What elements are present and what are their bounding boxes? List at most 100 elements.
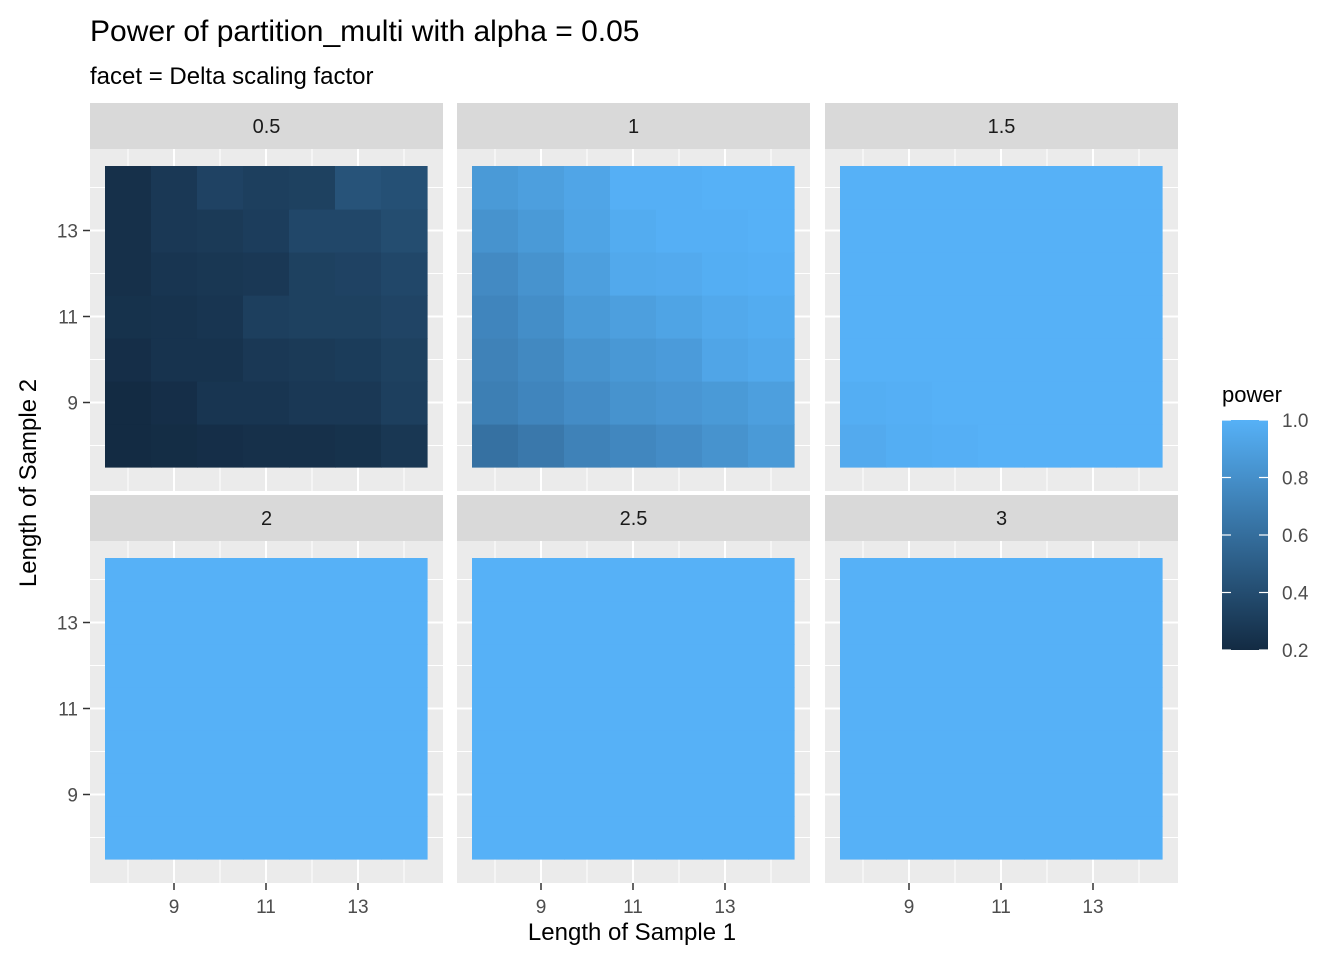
heatmap-cell — [105, 816, 152, 860]
heatmap-cell — [151, 816, 198, 860]
heatmap-cell — [610, 816, 657, 860]
heatmap-cell — [151, 209, 198, 253]
heatmap-cell — [702, 252, 749, 296]
heatmap-cell — [518, 252, 565, 296]
heatmap-cell — [243, 558, 290, 602]
heatmap-cell — [381, 601, 428, 645]
heatmap-cell — [932, 773, 979, 817]
heatmap-cell — [656, 166, 703, 210]
heatmap-cell — [978, 381, 1025, 425]
heatmap-cell — [1024, 252, 1071, 296]
heatmap-cell — [197, 773, 244, 817]
chart-subtitle: facet = Delta scaling factor — [90, 63, 373, 90]
heatmap-cell — [1116, 381, 1163, 425]
heatmap-cell — [289, 558, 336, 602]
heatmap-cell — [932, 816, 979, 860]
heatmap-cell — [656, 730, 703, 774]
heatmap-cell — [886, 644, 933, 688]
heatmap-cell — [1070, 558, 1117, 602]
heatmap-cell — [564, 816, 611, 860]
heatmap-cell — [1116, 166, 1163, 210]
heatmap-cell — [335, 644, 382, 688]
legend-tick-label: 1.0 — [1282, 411, 1308, 432]
facet-panel: 3 9 11 13 — [825, 495, 1178, 918]
heatmap-cell — [1024, 166, 1071, 210]
heatmap-cell — [1024, 338, 1071, 382]
heatmap-cell — [840, 601, 887, 645]
heatmap-cell — [656, 687, 703, 731]
x-tick-label: 13 — [347, 897, 368, 918]
heatmap-cell — [564, 687, 611, 731]
y-tick-label: 9 — [67, 394, 78, 415]
heatmap-cell — [1024, 558, 1071, 602]
heatmap-cell — [243, 252, 290, 296]
heatmap-cell — [335, 773, 382, 817]
heatmap-tiles — [105, 166, 428, 468]
facet-strip — [825, 495, 1178, 541]
heatmap-cell — [702, 295, 749, 339]
heatmap-cell — [840, 558, 887, 602]
heatmap-cell — [1024, 687, 1071, 731]
heatmap-cell — [197, 252, 244, 296]
heatmap-cell — [1116, 687, 1163, 731]
heatmap-cell — [335, 730, 382, 774]
heatmap-cell — [978, 252, 1025, 296]
heatmap-cell — [197, 687, 244, 731]
heatmap-cell — [564, 209, 611, 253]
heatmap-cell — [978, 558, 1025, 602]
heatmap-cell — [381, 816, 428, 860]
heatmap-cell — [381, 209, 428, 253]
heatmap-cell — [381, 166, 428, 210]
heatmap-cell — [335, 381, 382, 425]
x-tick-label: 9 — [904, 897, 915, 918]
heatmap-cell — [932, 644, 979, 688]
heatmap-tiles — [840, 558, 1163, 860]
heatmap-cell — [840, 730, 887, 774]
facet-strip-label: 1.5 — [988, 116, 1016, 138]
heatmap-cell — [978, 338, 1025, 382]
facet-panel: 1 — [457, 103, 810, 491]
heatmap-cell — [472, 558, 519, 602]
heatmap-cell — [610, 252, 657, 296]
heatmap-cell — [197, 424, 244, 468]
heatmap-cell — [656, 424, 703, 468]
heatmap-cell — [289, 601, 336, 645]
facet-panel: 1.5 — [825, 103, 1178, 491]
heatmap-cell — [978, 209, 1025, 253]
heatmap-cell — [151, 424, 198, 468]
facet-panel: 0.5 9 11 13 — [57, 103, 443, 491]
heatmap-cell — [932, 209, 979, 253]
heatmap-cell — [1116, 730, 1163, 774]
heatmap-cell — [702, 338, 749, 382]
heatmap-cell — [197, 209, 244, 253]
heatmap-cell — [610, 644, 657, 688]
facet-strip — [825, 103, 1178, 149]
heatmap-cell — [289, 166, 336, 210]
heatmap-cell — [335, 166, 382, 210]
heatmap-cell — [564, 558, 611, 602]
heatmap-cell — [1116, 424, 1163, 468]
heatmap-cell — [381, 773, 428, 817]
heatmap-cell — [610, 558, 657, 602]
heatmap-cell — [886, 166, 933, 210]
heatmap-cell — [656, 209, 703, 253]
heatmap-cell — [748, 773, 795, 817]
heatmap-cell — [886, 381, 933, 425]
heatmap-cell — [151, 644, 198, 688]
heatmap-cell — [656, 252, 703, 296]
heatmap-cell — [151, 773, 198, 817]
y-tick-label: 9 — [67, 786, 78, 807]
heatmap-cell — [1024, 816, 1071, 860]
heatmap-cell — [197, 816, 244, 860]
heatmap-cell — [886, 338, 933, 382]
heatmap-cell — [381, 252, 428, 296]
heatmap-cell — [748, 381, 795, 425]
heatmap-cell — [886, 424, 933, 468]
heatmap-cell — [1070, 209, 1117, 253]
heatmap-cell — [1070, 773, 1117, 817]
heatmap-cell — [1116, 558, 1163, 602]
legend-tick-label: 0.6 — [1282, 526, 1308, 547]
heatmap-cell — [840, 295, 887, 339]
heatmap-cell — [197, 601, 244, 645]
